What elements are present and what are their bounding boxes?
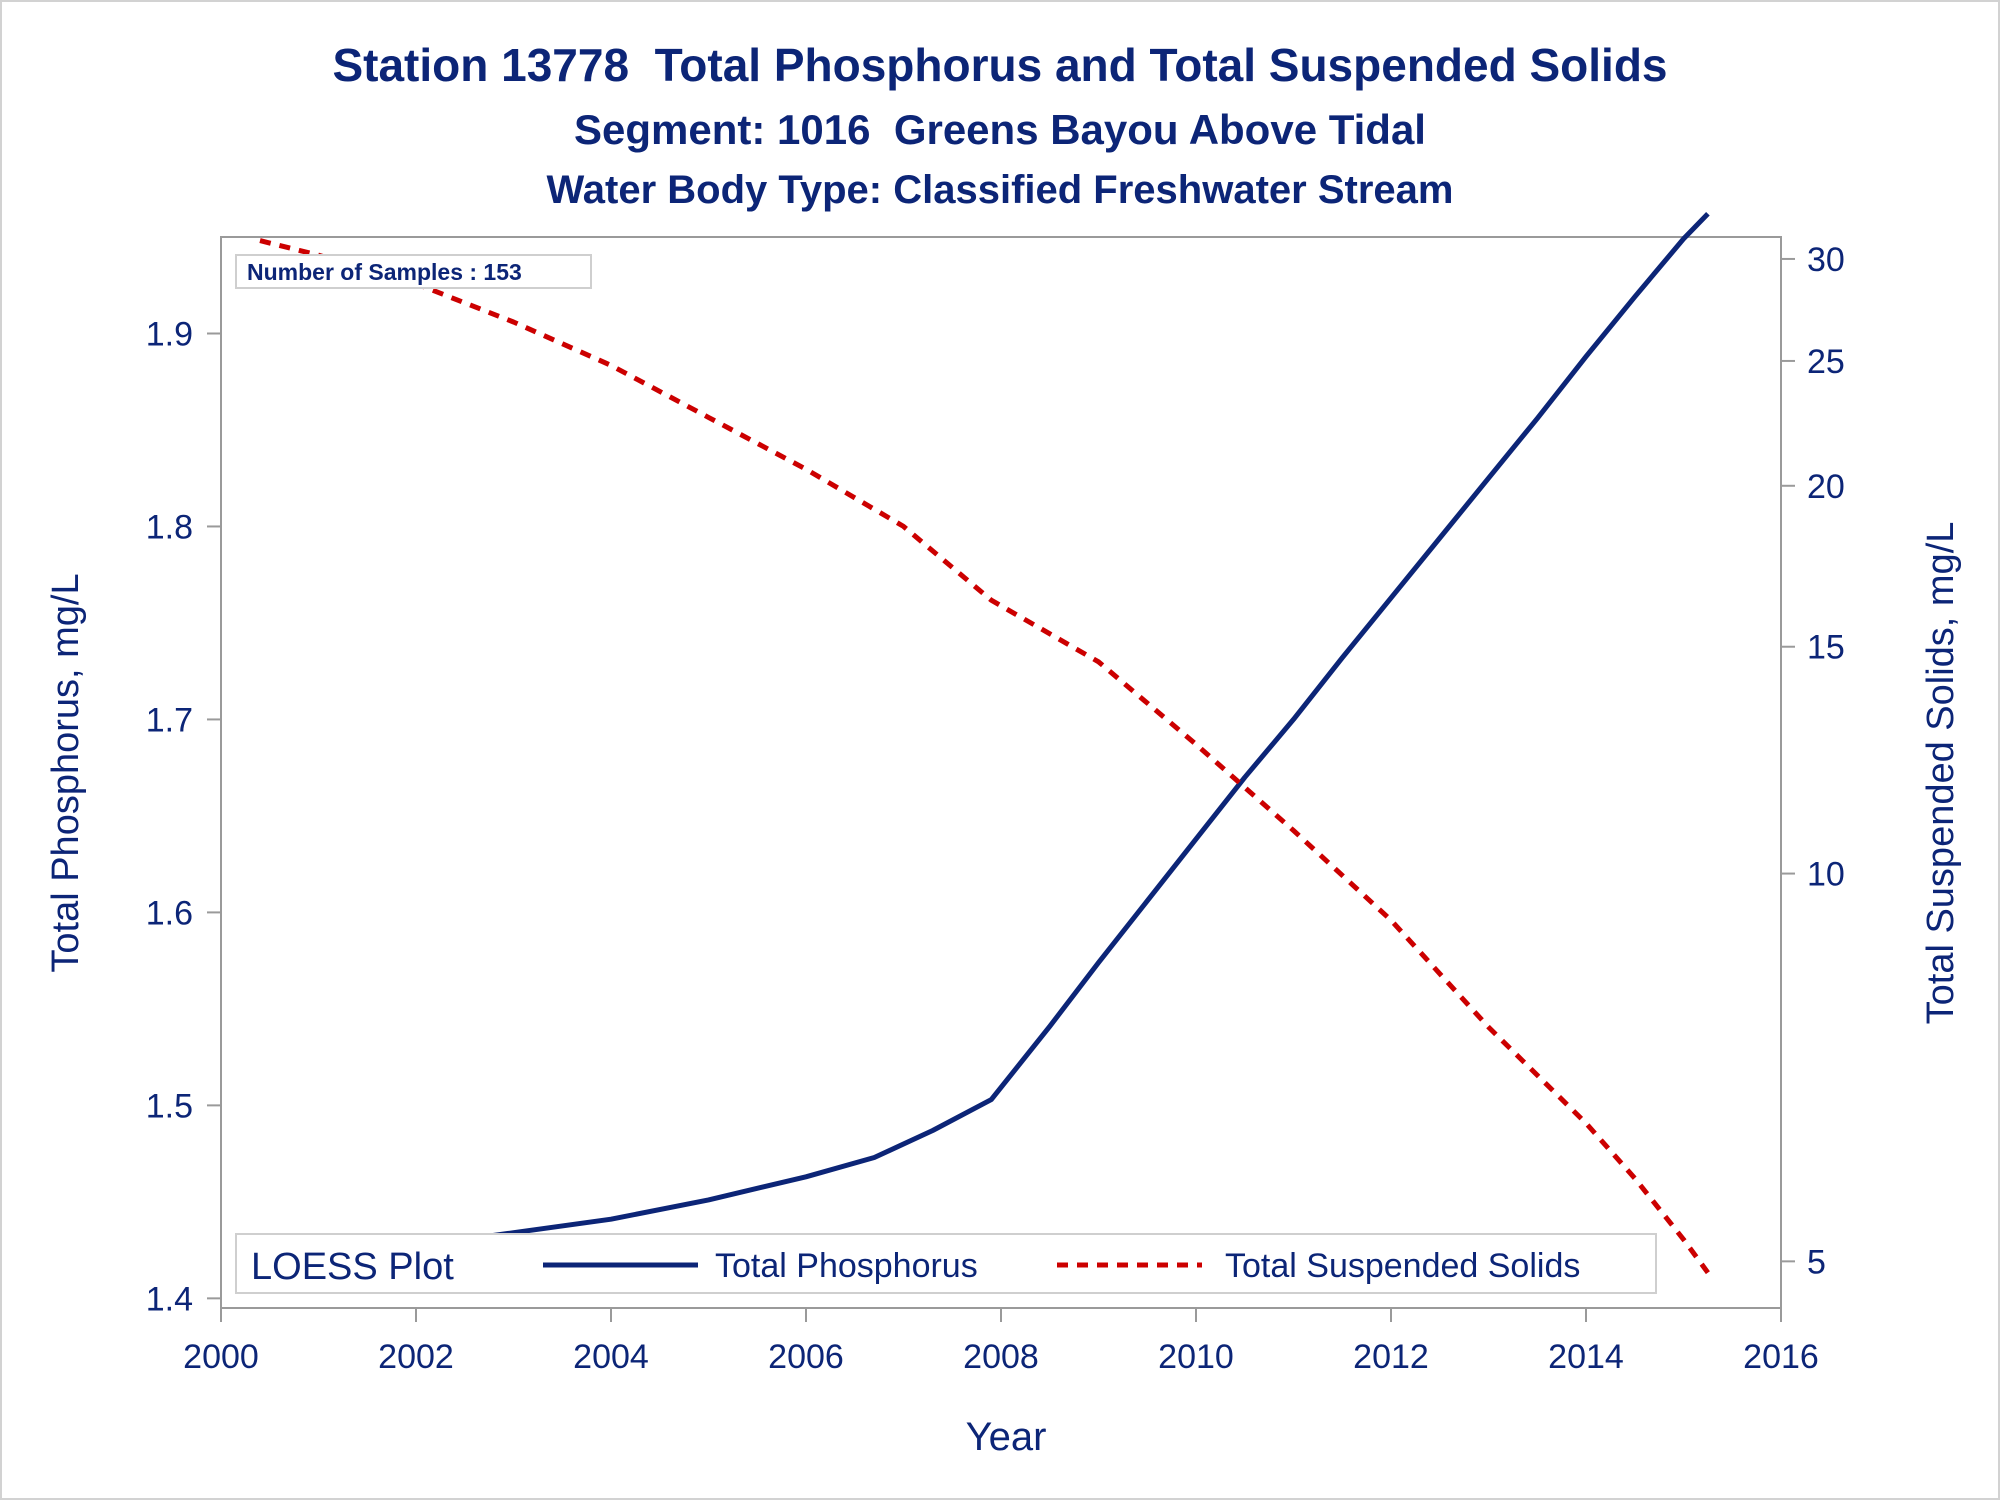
sample-count-box: Number of Samples : 153	[235, 254, 592, 289]
right-tick-label: 20	[1807, 468, 1845, 506]
chart-title: Station 13778 Total Phosphorus and Total…	[332, 39, 1668, 91]
left-axis-label: Total Phosphorus, mg/L	[45, 573, 87, 972]
x-tick-label: 2012	[1353, 1338, 1429, 1376]
x-tick-label: 2016	[1743, 1338, 1819, 1376]
legend-title: LOESS Plot	[251, 1246, 454, 1288]
right-tick-label: 30	[1807, 241, 1845, 279]
left-tick-label: 1.5	[146, 1087, 193, 1125]
x-axis-label: Year	[966, 1415, 1047, 1459]
right-tick-label: 10	[1807, 856, 1845, 894]
series-lines	[259, 212, 1710, 1275]
x-tick-label: 2010	[1158, 1338, 1234, 1376]
x-tick-label: 2008	[963, 1338, 1039, 1376]
x-tick-label: 2014	[1548, 1338, 1624, 1376]
right-axis-label: Total Suspended Solids, mg/L	[1920, 522, 1962, 1025]
legend-label-phosphorus: Total Phosphorus	[715, 1247, 978, 1285]
x-axis-ticks: 2000 2002 2004 2006 2008 2010 2012 2014 2016	[183, 1308, 1819, 1376]
sample-count-label: Number of Samples : 153	[247, 259, 522, 285]
left-axis-ticks: 1.4 1.5 1.6 1.7 1.8 1.9	[146, 315, 221, 1318]
series-line-phosphorus	[259, 212, 1710, 1272]
right-axis-ticks: 5 10 15 20 25 30	[1781, 241, 1845, 1281]
series-line-tss	[259, 238, 1710, 1275]
x-tick-label: 2002	[378, 1338, 454, 1376]
legend-label-tss: Total Suspended Solids	[1225, 1247, 1580, 1285]
right-tick-label: 5	[1807, 1243, 1826, 1281]
left-tick-label: 1.8	[146, 508, 193, 546]
x-tick-label: 2006	[768, 1338, 844, 1376]
left-tick-label: 1.6	[146, 894, 193, 932]
left-tick-label: 1.7	[146, 701, 193, 739]
left-tick-label: 1.9	[146, 315, 193, 353]
chart-subtitle-segment: Segment: 1016 Greens Bayou Above Tidal	[574, 106, 1426, 153]
plot-area	[220, 236, 1782, 1309]
chart-subtitle-waterbody: Water Body Type: Classified Freshwater S…	[546, 168, 1454, 212]
x-tick-label: 2000	[183, 1338, 259, 1376]
right-tick-label: 15	[1807, 629, 1845, 667]
right-tick-label: 25	[1807, 343, 1845, 381]
x-tick-label: 2004	[573, 1338, 649, 1376]
left-tick-label: 1.4	[146, 1280, 193, 1318]
legend: LOESS Plot Total Phosphorus Total Suspen…	[235, 1233, 1657, 1294]
